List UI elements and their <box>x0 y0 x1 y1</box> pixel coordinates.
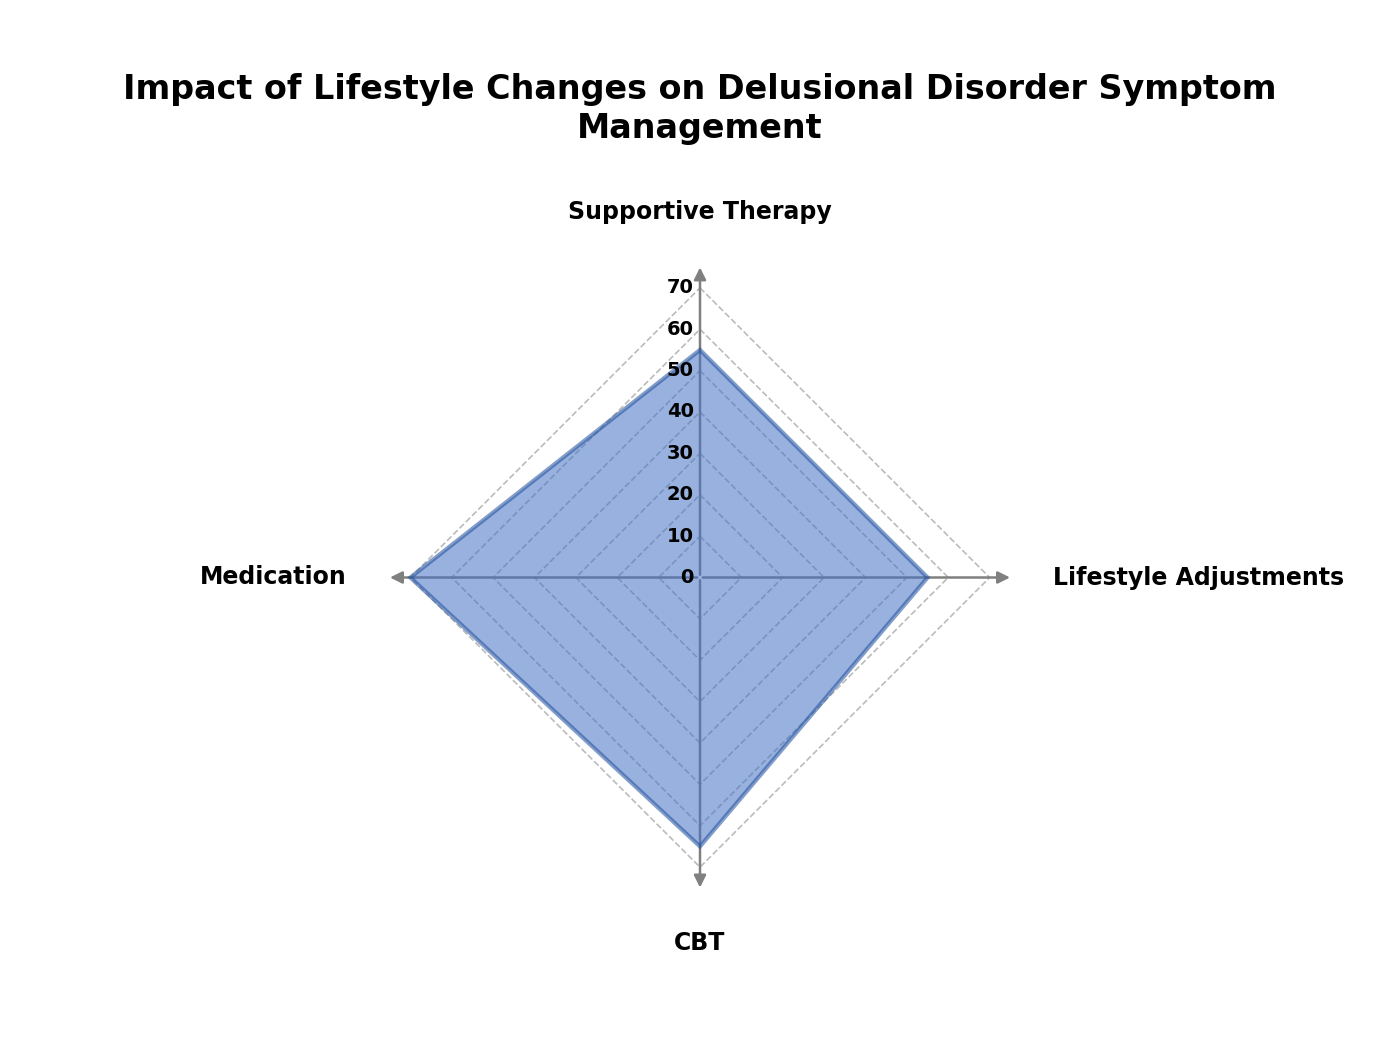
Text: Impact of Lifestyle Changes on Delusional Disorder Symptom
Management: Impact of Lifestyle Changes on Delusiona… <box>123 74 1277 145</box>
Text: 10: 10 <box>666 527 694 546</box>
Text: 70: 70 <box>666 278 694 297</box>
Text: 50: 50 <box>666 361 694 380</box>
Text: 20: 20 <box>666 485 694 504</box>
Text: 40: 40 <box>666 402 694 421</box>
Text: CBT: CBT <box>675 931 725 954</box>
Text: 60: 60 <box>666 319 694 339</box>
Text: 0: 0 <box>680 568 694 587</box>
Text: Lifestyle Adjustments: Lifestyle Adjustments <box>1053 566 1344 589</box>
Text: 30: 30 <box>666 444 694 463</box>
Text: Supportive Therapy: Supportive Therapy <box>568 201 832 224</box>
Text: Medication: Medication <box>200 566 347 589</box>
Polygon shape <box>410 350 928 846</box>
